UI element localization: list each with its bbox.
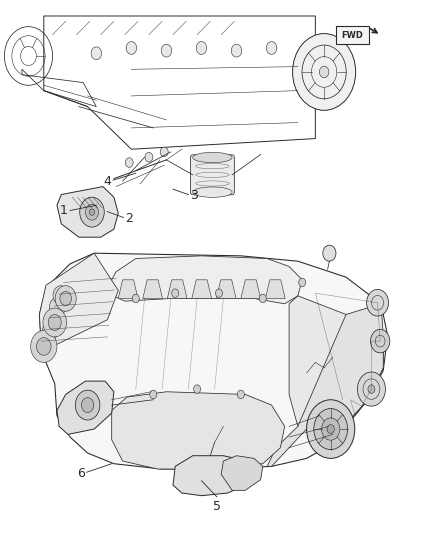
FancyBboxPatch shape [336, 26, 369, 44]
Circle shape [132, 294, 139, 303]
Circle shape [150, 390, 157, 399]
Polygon shape [221, 456, 263, 490]
Circle shape [371, 329, 390, 353]
Polygon shape [241, 280, 261, 298]
Circle shape [367, 289, 389, 316]
Polygon shape [167, 280, 187, 298]
Circle shape [259, 294, 266, 303]
Circle shape [160, 147, 168, 157]
Circle shape [307, 400, 355, 458]
Text: FWD: FWD [341, 31, 363, 39]
Circle shape [55, 286, 76, 311]
Polygon shape [57, 381, 114, 434]
Circle shape [126, 42, 137, 54]
Circle shape [89, 209, 95, 215]
Circle shape [37, 338, 51, 356]
Circle shape [42, 321, 58, 340]
Text: 5: 5 [213, 500, 221, 513]
Circle shape [172, 289, 179, 297]
Circle shape [266, 42, 277, 54]
Circle shape [215, 289, 223, 297]
Polygon shape [57, 187, 118, 237]
Circle shape [125, 158, 133, 167]
Circle shape [299, 278, 306, 287]
Circle shape [368, 385, 375, 393]
Circle shape [194, 385, 201, 393]
Circle shape [293, 34, 356, 110]
Circle shape [75, 390, 100, 420]
Circle shape [81, 398, 94, 413]
Ellipse shape [193, 152, 232, 163]
Text: 4: 4 [104, 175, 112, 188]
Text: 2: 2 [125, 212, 133, 225]
Circle shape [85, 204, 99, 220]
Circle shape [319, 66, 329, 78]
Circle shape [161, 44, 172, 57]
Circle shape [43, 308, 67, 337]
Circle shape [357, 372, 385, 406]
Circle shape [49, 297, 65, 317]
Circle shape [46, 309, 62, 328]
Polygon shape [192, 280, 212, 298]
Text: 1: 1 [60, 204, 68, 217]
Circle shape [237, 390, 244, 399]
Text: 3: 3 [191, 189, 198, 202]
Circle shape [53, 286, 69, 305]
Circle shape [231, 44, 242, 57]
Polygon shape [216, 280, 236, 298]
Circle shape [80, 197, 104, 227]
Circle shape [314, 408, 348, 450]
Circle shape [48, 314, 61, 330]
Polygon shape [143, 280, 162, 298]
Circle shape [60, 292, 71, 305]
Polygon shape [107, 256, 302, 304]
Polygon shape [112, 392, 285, 469]
Circle shape [145, 152, 153, 162]
Polygon shape [173, 456, 254, 496]
FancyBboxPatch shape [191, 155, 234, 195]
Circle shape [323, 245, 336, 261]
Polygon shape [39, 253, 388, 469]
Polygon shape [267, 304, 383, 466]
Text: 6: 6 [78, 467, 85, 480]
Polygon shape [265, 280, 285, 298]
Polygon shape [118, 280, 138, 298]
Circle shape [321, 418, 340, 440]
Ellipse shape [193, 187, 232, 197]
Circle shape [31, 330, 57, 362]
Circle shape [327, 425, 334, 433]
Polygon shape [39, 253, 118, 352]
Polygon shape [289, 296, 383, 437]
Circle shape [91, 47, 102, 60]
Circle shape [196, 42, 207, 54]
